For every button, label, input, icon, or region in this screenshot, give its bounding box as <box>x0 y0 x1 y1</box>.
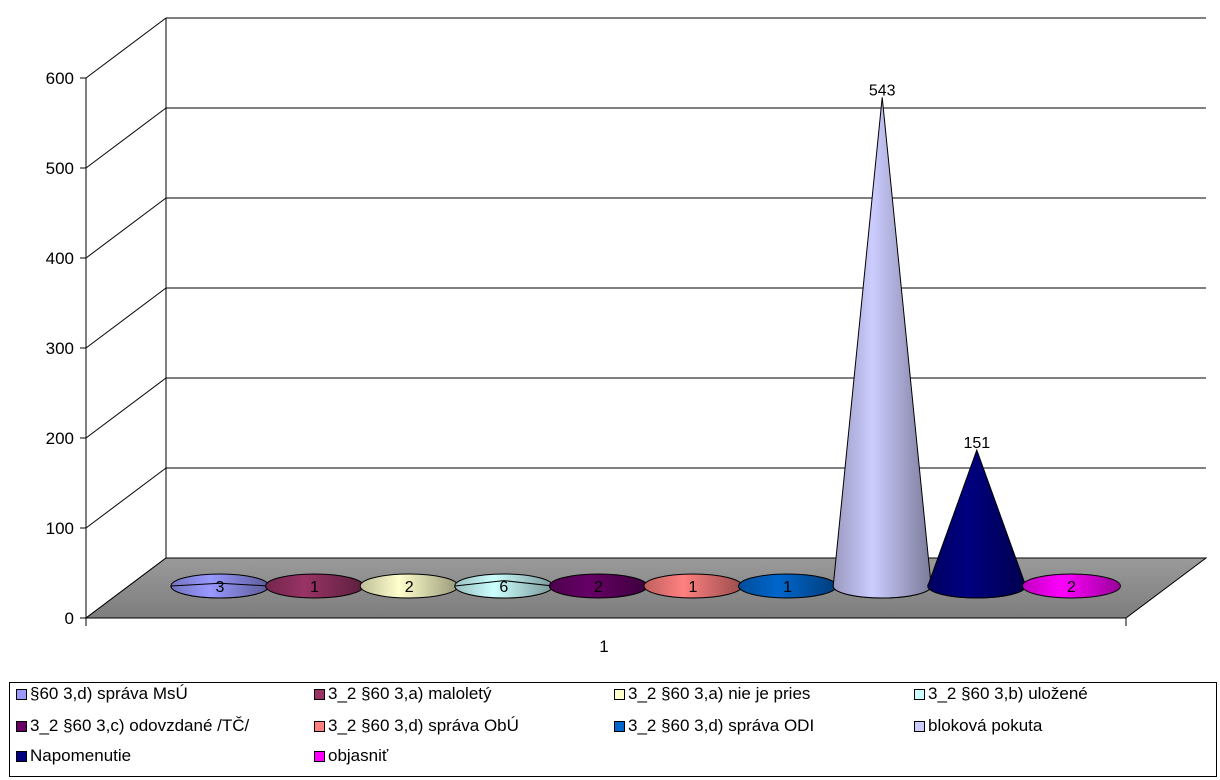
legend-swatch <box>614 688 625 700</box>
legend-swatch <box>614 720 625 732</box>
legend-label: 3_2 §60 3,a) nie je pries <box>628 684 811 703</box>
chart-walls <box>85 17 1206 619</box>
legend-item: 3_2 §60 3,a) maloletý <box>314 684 492 704</box>
y-tick-label: 500 <box>46 159 74 178</box>
chart-marks <box>170 97 1121 599</box>
gridline <box>85 287 167 349</box>
gridline <box>85 377 167 439</box>
legend-label: Napomenutie <box>30 746 132 765</box>
data-label: 543 <box>869 82 896 99</box>
legend-swatch <box>16 750 27 762</box>
data-label: 2 <box>1067 579 1076 596</box>
gridline <box>85 197 167 259</box>
legend-swatch <box>314 750 325 762</box>
legend-swatch <box>914 688 925 700</box>
data-label: 3 <box>216 579 225 596</box>
cone-mark <box>832 97 932 599</box>
legend-label: §60 3,d) správa MsÚ <box>30 684 188 703</box>
legend-item: 3_2 §60 3,d) správa ObÚ <box>314 716 519 736</box>
legend-label: 3_2 §60 3,a) maloletý <box>328 684 492 703</box>
data-label: 151 <box>963 435 990 452</box>
legend-item: 3_2 §60 3,a) nie je pries <box>614 684 810 704</box>
legend-swatch <box>314 720 325 732</box>
data-label: 1 <box>783 579 792 596</box>
data-labels: 3 1 2 6 2 1 1 543 151 2 <box>216 82 1076 596</box>
y-tick-label: 300 <box>46 339 74 358</box>
legend: §60 3,d) správa MsÚ 3_2 §60 3,a) maloletý… <box>9 682 1217 777</box>
legend-label: 3_2 §60 3,b) uložené <box>928 684 1088 703</box>
legend-label: objasniť <box>328 746 389 765</box>
legend-swatch <box>16 688 27 700</box>
gridline <box>85 107 167 169</box>
legend-label: 3_2 §60 3,d) správa ObÚ <box>328 716 519 735</box>
value-axis: 0 100 200 300 400 500 600 <box>46 69 1127 628</box>
legend-label: 3_2 §60 3,d) správa ODI <box>628 716 815 735</box>
legend-label: bloková pokuta <box>928 716 1043 735</box>
chart-plot: 0 100 200 300 400 500 600 3 1 2 6 2 1 1 543 151 2 1 <box>46 17 1208 656</box>
data-label: 1 <box>310 579 319 596</box>
category-tick-label: 1 <box>599 637 608 656</box>
legend-item: 3_2 §60 3,c) odovzdané /TČ/ <box>16 716 249 736</box>
y-tick-label: 400 <box>46 249 74 268</box>
cone-mark <box>927 448 1027 599</box>
data-label: 6 <box>499 579 508 596</box>
gridline <box>85 467 167 529</box>
legend-swatch <box>914 720 925 732</box>
legend-label: 3_2 §60 3,c) odovzdané /TČ/ <box>30 716 250 735</box>
legend-item: 3_2 §60 3,d) správa ODI <box>614 716 814 736</box>
y-tick-label: 0 <box>65 609 74 628</box>
y-tick-label: 600 <box>46 69 74 88</box>
data-label: 2 <box>594 579 603 596</box>
legend-swatch <box>16 720 27 732</box>
cone-mark <box>1021 573 1121 599</box>
legend-item: Napomenutie <box>16 746 131 766</box>
legend-item: bloková pokuta <box>914 716 1042 736</box>
legend-item: §60 3,d) správa MsÚ <box>16 684 188 704</box>
data-label: 2 <box>405 579 414 596</box>
legend-item: 3_2 §60 3,b) uložené <box>914 684 1088 704</box>
gridline <box>85 17 167 79</box>
legend-swatch <box>314 688 325 700</box>
data-label: 1 <box>689 579 698 596</box>
y-tick-label: 200 <box>46 429 74 448</box>
legend-item: objasniť <box>314 746 388 766</box>
y-tick-label: 100 <box>46 519 74 538</box>
